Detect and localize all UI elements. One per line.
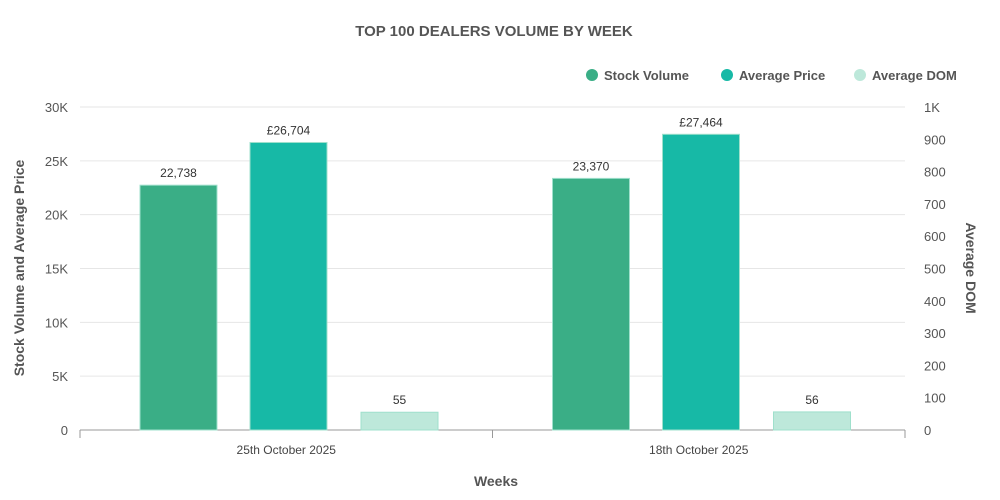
y2-tick-label: 900 (924, 132, 946, 147)
data-label: 22,738 (160, 166, 197, 180)
bar-stock-volume (139, 184, 218, 431)
data-label: 23,370 (573, 159, 610, 173)
y2-tick-label: 400 (924, 294, 946, 309)
bar-average-price (249, 141, 328, 431)
legend-label: Stock Volume (604, 68, 689, 83)
legend-label: Average Price (739, 68, 825, 83)
y2-tick-label: 0 (924, 423, 931, 438)
chart-title: TOP 100 DEALERS VOLUME BY WEEK (355, 23, 633, 40)
legend-marker (721, 69, 733, 81)
legend-label: Average DOM (872, 68, 957, 83)
x-axis-title: Weeks (474, 473, 518, 489)
bar-stock-volume (552, 177, 630, 431)
y-axis-title: Stock Volume and Average Price (11, 160, 27, 377)
bar-average-price (662, 133, 740, 431)
y2-tick-label: 700 (924, 197, 946, 212)
data-label: £26,704 (267, 123, 311, 137)
data-label: 56 (805, 393, 819, 407)
legend-marker (586, 69, 598, 81)
y-tick-label: 25K (45, 154, 68, 169)
y-tick-label: 15K (45, 262, 68, 277)
y-tick-label: 30K (45, 100, 68, 115)
y2-tick-label: 1K (924, 100, 940, 115)
y2-tick-label: 500 (924, 262, 946, 277)
y2-tick-label: 200 (924, 358, 946, 373)
x-tick-label: 18th October 2025 (649, 443, 749, 457)
y-tick-label: 20K (45, 208, 68, 223)
y-tick-label: 10K (45, 315, 68, 330)
bar-average-dom (773, 411, 851, 431)
legend-marker (854, 69, 866, 81)
y-tick-label: 5K (52, 369, 68, 384)
data-label: £27,464 (679, 115, 723, 129)
y2-tick-label: 600 (924, 229, 946, 244)
x-tick-label: 25th October 2025 (237, 443, 337, 457)
bar-average-dom (360, 411, 439, 431)
y2-tick-label: 300 (924, 326, 946, 341)
y2-tick-label: 800 (924, 165, 946, 180)
data-label: 55 (393, 393, 407, 407)
y2-tick-label: 100 (924, 391, 946, 406)
y2-axis-title: Average DOM (963, 222, 979, 313)
y-tick-label: 0 (61, 423, 68, 438)
